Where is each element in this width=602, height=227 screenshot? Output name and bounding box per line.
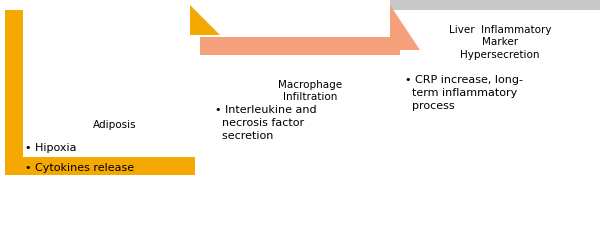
- Text: • CRP increase, long-
  term inflammatory
  process: • CRP increase, long- term inflammatory …: [405, 75, 523, 111]
- Bar: [390, 5, 408, 10]
- Text: • Hipoxia: • Hipoxia: [25, 143, 76, 153]
- Bar: [200, 50, 218, 55]
- Text: • Cytokines release: • Cytokines release: [25, 163, 134, 173]
- Polygon shape: [190, 5, 220, 35]
- Polygon shape: [390, 5, 420, 50]
- Bar: [390, 0, 600, 10]
- Bar: [5, 10, 23, 175]
- Text: Macrophage
Infiltration: Macrophage Infiltration: [278, 80, 342, 102]
- Text: Adiposis: Adiposis: [93, 120, 137, 130]
- Text: Liver  Inflammatory
Marker
Hypersecretion: Liver Inflammatory Marker Hypersecretion: [448, 25, 551, 60]
- Bar: [200, 37, 400, 55]
- Text: • Interleukine and
  necrosis factor
  secretion: • Interleukine and necrosis factor secre…: [215, 105, 317, 141]
- Bar: [5, 157, 195, 175]
